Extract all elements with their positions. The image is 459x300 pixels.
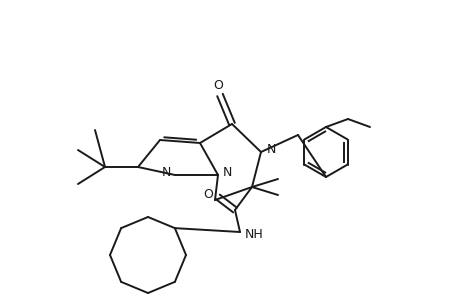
Text: N: N: [222, 167, 231, 179]
Text: NH: NH: [244, 227, 263, 241]
Text: N: N: [266, 142, 275, 155]
Text: O: O: [202, 188, 213, 200]
Text: O: O: [213, 79, 223, 92]
Text: N: N: [161, 167, 170, 179]
